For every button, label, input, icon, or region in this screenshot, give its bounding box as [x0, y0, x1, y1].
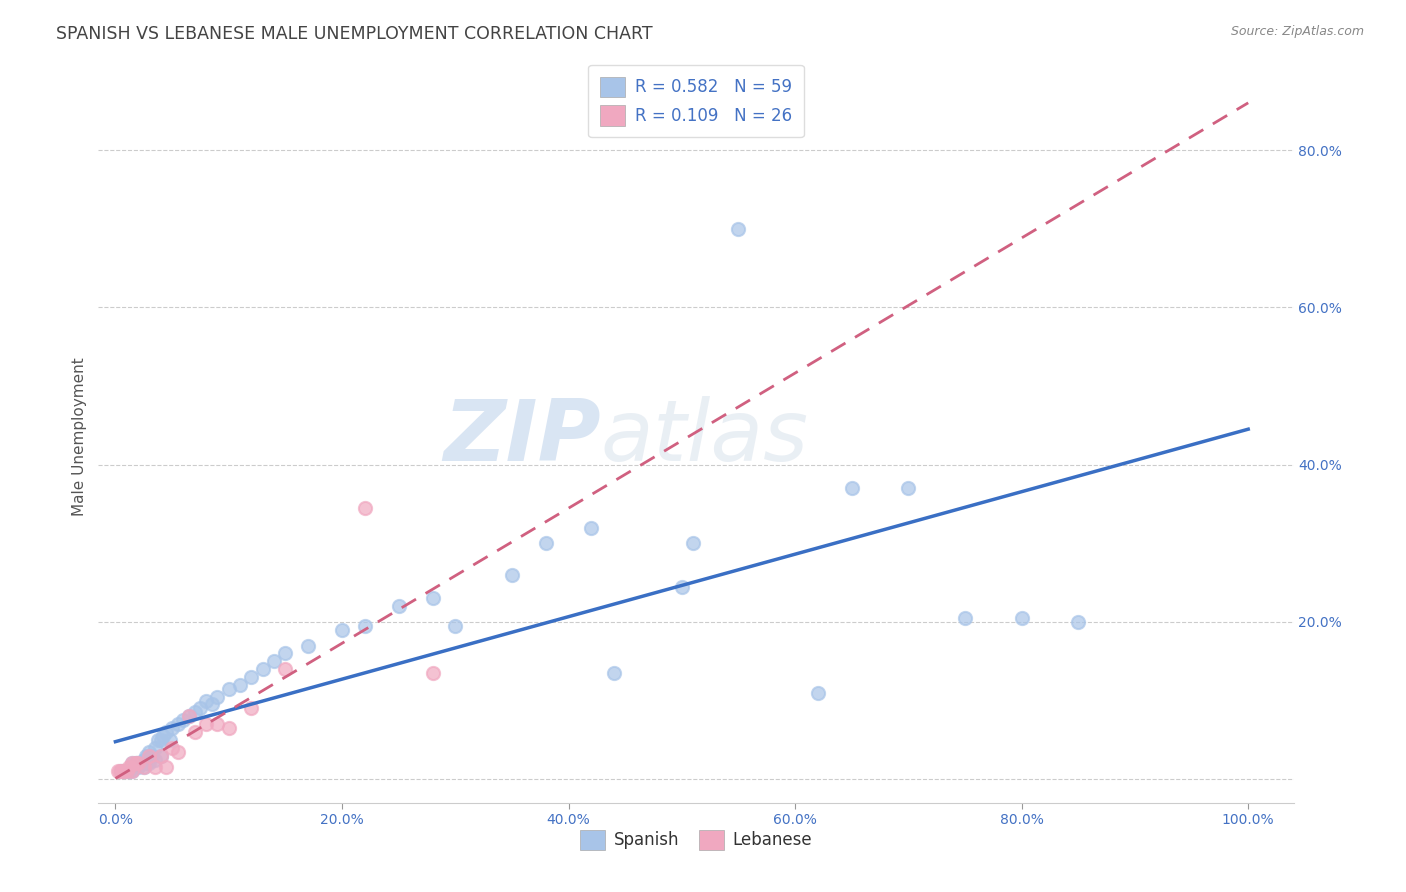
- Point: [195, 693, 218, 707]
- Point: [501, 567, 523, 582]
- Point: [534, 536, 557, 550]
- Point: [149, 748, 172, 763]
- Point: [125, 756, 148, 771]
- Point: [118, 760, 141, 774]
- Point: [353, 619, 375, 633]
- Point: [121, 756, 143, 771]
- Point: [330, 623, 353, 637]
- Text: ZIP: ZIP: [443, 395, 600, 479]
- Point: [195, 717, 218, 731]
- Point: [841, 481, 863, 495]
- Point: [121, 764, 143, 779]
- Point: [149, 732, 172, 747]
- Point: [1067, 615, 1090, 629]
- Point: [132, 760, 155, 774]
- Point: [240, 670, 263, 684]
- Point: [143, 753, 166, 767]
- Point: [148, 732, 170, 747]
- Point: [263, 654, 285, 668]
- Point: [671, 580, 693, 594]
- Point: [121, 756, 143, 771]
- Point: [138, 748, 160, 763]
- Point: [579, 520, 602, 534]
- Point: [274, 662, 297, 676]
- Point: [240, 701, 263, 715]
- Point: [166, 717, 188, 731]
- Point: [218, 681, 240, 696]
- Point: [114, 764, 136, 779]
- Point: [132, 760, 155, 774]
- Point: [108, 764, 131, 779]
- Point: [422, 666, 444, 681]
- Point: [143, 760, 166, 774]
- Y-axis label: Male Unemployment: Male Unemployment: [72, 358, 87, 516]
- Point: [297, 639, 319, 653]
- Point: [172, 713, 194, 727]
- Point: [129, 756, 152, 771]
- Point: [183, 725, 205, 739]
- Point: [201, 698, 224, 712]
- Point: [177, 709, 200, 723]
- Point: [953, 611, 976, 625]
- Point: [118, 764, 141, 779]
- Text: atlas: atlas: [600, 395, 808, 479]
- Point: [135, 748, 157, 763]
- Point: [115, 764, 138, 779]
- Point: [229, 678, 252, 692]
- Text: SPANISH VS LEBANESE MALE UNEMPLOYMENT CORRELATION CHART: SPANISH VS LEBANESE MALE UNEMPLOYMENT CO…: [56, 25, 652, 43]
- Point: [807, 686, 830, 700]
- Point: [155, 725, 177, 739]
- Point: [115, 764, 138, 779]
- Point: [110, 764, 132, 779]
- Point: [107, 764, 129, 779]
- Point: [125, 756, 148, 771]
- Point: [444, 619, 467, 633]
- Point: [727, 221, 749, 235]
- Point: [138, 745, 160, 759]
- Point: [207, 690, 229, 704]
- Point: [138, 756, 160, 771]
- Point: [121, 764, 143, 779]
- Point: [111, 764, 134, 779]
- Point: [897, 481, 920, 495]
- Point: [682, 536, 704, 550]
- Point: [422, 591, 444, 606]
- Point: [114, 764, 136, 779]
- Point: [603, 666, 626, 681]
- Point: [207, 717, 229, 731]
- Point: [127, 760, 149, 774]
- Point: [252, 662, 274, 676]
- Point: [136, 756, 159, 771]
- Point: [388, 599, 411, 614]
- Point: [183, 706, 205, 720]
- Text: Source: ZipAtlas.com: Source: ZipAtlas.com: [1230, 25, 1364, 38]
- Point: [155, 760, 177, 774]
- Point: [149, 748, 172, 763]
- Point: [274, 646, 297, 660]
- Point: [143, 740, 166, 755]
- Point: [160, 721, 183, 735]
- Legend: Spanish, Lebanese: Spanish, Lebanese: [574, 823, 818, 856]
- Point: [190, 701, 212, 715]
- Point: [159, 732, 181, 747]
- Point: [166, 745, 188, 759]
- Point: [141, 748, 163, 763]
- Point: [152, 729, 174, 743]
- Point: [127, 756, 149, 771]
- Point: [127, 756, 149, 771]
- Point: [353, 500, 375, 515]
- Point: [132, 753, 155, 767]
- Point: [218, 721, 240, 735]
- Point: [177, 709, 200, 723]
- Point: [160, 740, 183, 755]
- Point: [1011, 611, 1033, 625]
